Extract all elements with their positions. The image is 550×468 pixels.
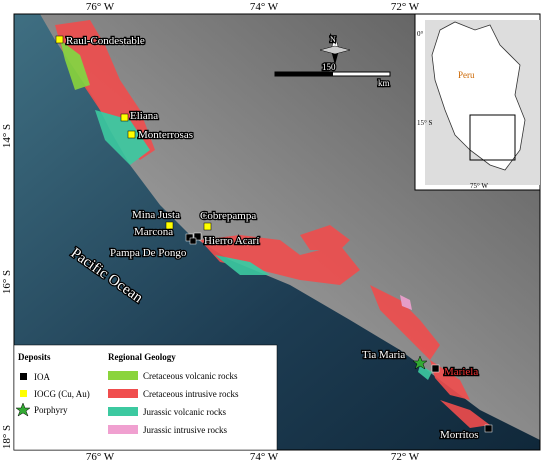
- label: Jurassic volcanic rocks: [143, 407, 226, 417]
- shape: [108, 407, 138, 416]
- lon-label: 74° W: [250, 451, 279, 463]
- shape: [120, 113, 129, 122]
- shape: [370, 285, 440, 360]
- shape: [275, 72, 333, 76]
- label: Cobrepampa: [200, 210, 256, 222]
- label: IOCG (Cu, Au): [34, 389, 90, 399]
- shape: 76° W 74° W 72° W 76° W 74° W 72° W 14° …: [1, 1, 420, 463]
- lat-label: 16° S: [1, 270, 13, 294]
- shape: [431, 21, 526, 171]
- label: Cretaceous intrusive rocks: [143, 389, 239, 399]
- lon-label: 76° W: [86, 451, 115, 463]
- legend: Deposits IOA IOCG (Cu, Au) Porphyry Regi…: [13, 344, 278, 451]
- shape: [108, 371, 138, 380]
- shape: [13, 344, 278, 451]
- label: Eliana: [130, 110, 158, 122]
- shape: [165, 221, 174, 230]
- label: 150: [322, 62, 336, 72]
- shape: [60, 40, 90, 90]
- shape: [469, 114, 516, 161]
- label: 15° S: [417, 119, 433, 127]
- shape: [200, 235, 360, 285]
- north-label: N: [330, 35, 336, 44]
- inset: Peru 0° 15° S 75° W: [414, 13, 541, 191]
- label: Mariela: [444, 366, 478, 378]
- shape: [127, 130, 136, 139]
- shape: [20, 390, 27, 397]
- shape: [412, 355, 428, 370]
- label: 75° W: [470, 182, 488, 190]
- label: Pampa De Pongo: [110, 247, 187, 259]
- label: Regional Geology: [108, 352, 176, 362]
- scale-bar: 150 km: [274, 61, 391, 89]
- shape: [440, 400, 490, 428]
- shape: [189, 237, 197, 245]
- lon-label: 74° W: [250, 1, 279, 13]
- shape: [108, 425, 138, 434]
- label: Tia Maria: [362, 349, 405, 361]
- shape: [215, 255, 270, 275]
- label: Marcona: [134, 226, 173, 238]
- compass: N: [319, 34, 351, 65]
- geology: [55, 20, 490, 428]
- shape: [55, 35, 64, 44]
- lat-label: 14° S: [1, 124, 13, 148]
- label: Hierro Acarí: [204, 235, 259, 247]
- deposits: Raul-Condestable Eliana Monterrosas Mina…: [55, 34, 493, 442]
- label: Raul-Condestable: [66, 35, 145, 47]
- shape: [331, 50, 339, 65]
- shape: [484, 424, 493, 433]
- shape: [431, 364, 440, 373]
- shape: [300, 225, 350, 250]
- label: Mina Justa: [132, 209, 180, 221]
- lon-label: 72° W: [391, 451, 420, 463]
- label: Deposits: [18, 352, 51, 362]
- lon-label: 72° W: [391, 1, 420, 13]
- label: IOA: [34, 372, 50, 382]
- label: Cretaceous volcanic rocks: [143, 371, 238, 381]
- shape: [319, 45, 351, 55]
- label: 0°: [417, 30, 424, 38]
- shape: [418, 365, 432, 380]
- shape: [185, 233, 194, 242]
- shape: [15, 402, 31, 417]
- label: Porphyry: [34, 405, 68, 415]
- lat-label: 18° S: [1, 425, 13, 449]
- shape: [430, 360, 470, 400]
- shape: [193, 232, 202, 241]
- label: Monterrosas: [138, 129, 193, 141]
- shape: [20, 373, 27, 380]
- label: Peru: [458, 70, 475, 80]
- shape: [95, 110, 150, 165]
- shape: [108, 389, 138, 398]
- ocean: [14, 14, 540, 450]
- label: Jurassic intrusive rocks: [143, 425, 227, 435]
- lon-label: 76° W: [86, 1, 115, 13]
- shape: [203, 222, 212, 231]
- label: Morritos: [440, 429, 479, 441]
- shape: [400, 295, 412, 310]
- label: km: [378, 78, 390, 88]
